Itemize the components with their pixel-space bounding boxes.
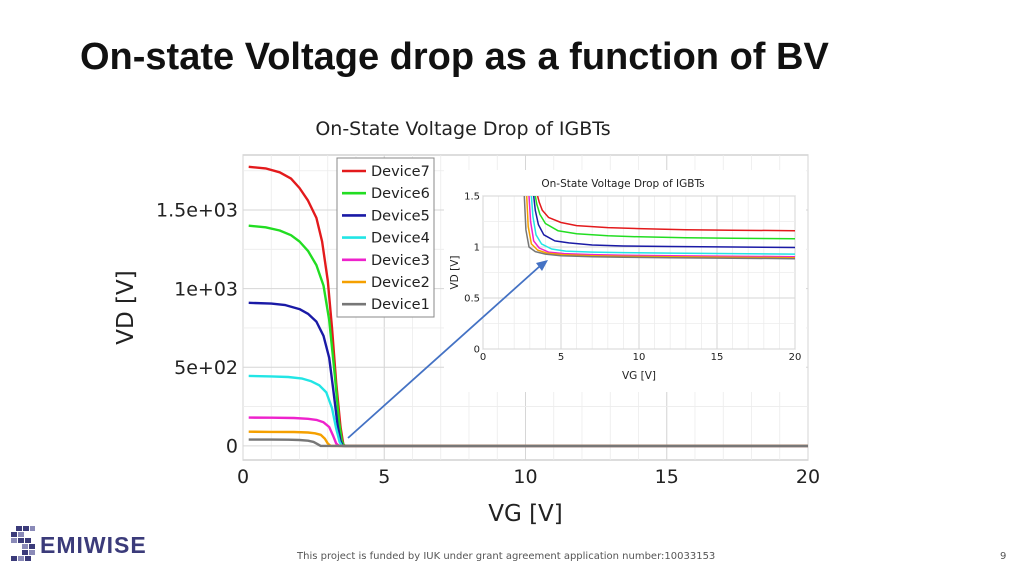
inset-plot: On-State Voltage Drop of IGBTs 0 5 10 15 20 0 0… <box>444 170 806 392</box>
legend: Device7 Device6 Device5 Device4 Device3 Devic… <box>336 157 435 318</box>
annotation-arrow <box>347 260 548 439</box>
y-tick-label: 5e+02 <box>174 357 238 379</box>
legend-entry: Device3 <box>371 253 430 269</box>
legend-entry: Device6 <box>371 186 430 202</box>
x-axis-label: VG [V] <box>622 370 656 382</box>
x-tick-label: 0 <box>480 352 486 363</box>
legend-entry: Device1 <box>371 297 430 313</box>
y-tick-label: 1e+03 <box>174 278 238 300</box>
series-device3 <box>248 416 808 448</box>
series-lines <box>523 196 795 260</box>
series-device6 <box>534 196 795 240</box>
x-tick-label: 15 <box>711 352 724 363</box>
slide-title: On-state Voltage drop as a function of B… <box>80 36 829 78</box>
x-tick-label: 0 <box>237 466 249 488</box>
legend-entry: Device2 <box>371 275 430 291</box>
arrow-head <box>536 260 548 271</box>
x-tick-label: 15 <box>655 466 679 488</box>
y-axis-label: VD [V] <box>449 256 461 290</box>
y-axis-label: VD [V] <box>113 270 139 344</box>
x-tick-label: 20 <box>796 466 820 488</box>
x-tick-label: 20 <box>789 352 802 363</box>
y-tick-label: 1.5e+03 <box>156 200 238 222</box>
y-tick-label: 1 <box>474 243 480 254</box>
legend-entry: Device4 <box>371 231 430 247</box>
x-axis-label: VG [V] <box>488 501 563 527</box>
legend-entry: Device7 <box>371 164 430 180</box>
y-tick-label: 0.5 <box>464 294 480 305</box>
y-tick-label: 0 <box>226 436 238 458</box>
series-device7 <box>536 196 795 232</box>
inset-title: On-State Voltage Drop of IGBTs <box>541 178 704 190</box>
chart-title: On-State Voltage Drop of IGBTs <box>315 118 610 140</box>
legend-entry: Device5 <box>371 208 430 224</box>
series-lines <box>248 165 808 448</box>
series-device4 <box>530 196 795 255</box>
y-tick-label: 0 <box>474 345 480 356</box>
semiwise-logo: EMIWISE <box>10 522 170 570</box>
x-tick-label: 5 <box>558 352 564 363</box>
x-tick-label: 5 <box>378 466 390 488</box>
funding-footer: This project is funded by IUK under gran… <box>297 551 716 562</box>
series-device1 <box>523 196 795 260</box>
y-tick-label: 1.5 <box>464 192 480 203</box>
series-device1 <box>248 438 808 448</box>
x-tick-label: 10 <box>633 352 646 363</box>
series-device3 <box>528 196 795 258</box>
series-device6 <box>248 224 808 448</box>
series-device2 <box>525 196 795 259</box>
logo-s-icon <box>11 526 35 561</box>
series-device4 <box>248 374 808 448</box>
series-device5 <box>532 196 795 249</box>
x-tick-label: 10 <box>513 466 537 488</box>
arrow-shaft <box>347 265 541 439</box>
page-number: 9 <box>1000 551 1007 562</box>
logo-text: EMIWISE <box>40 532 147 558</box>
